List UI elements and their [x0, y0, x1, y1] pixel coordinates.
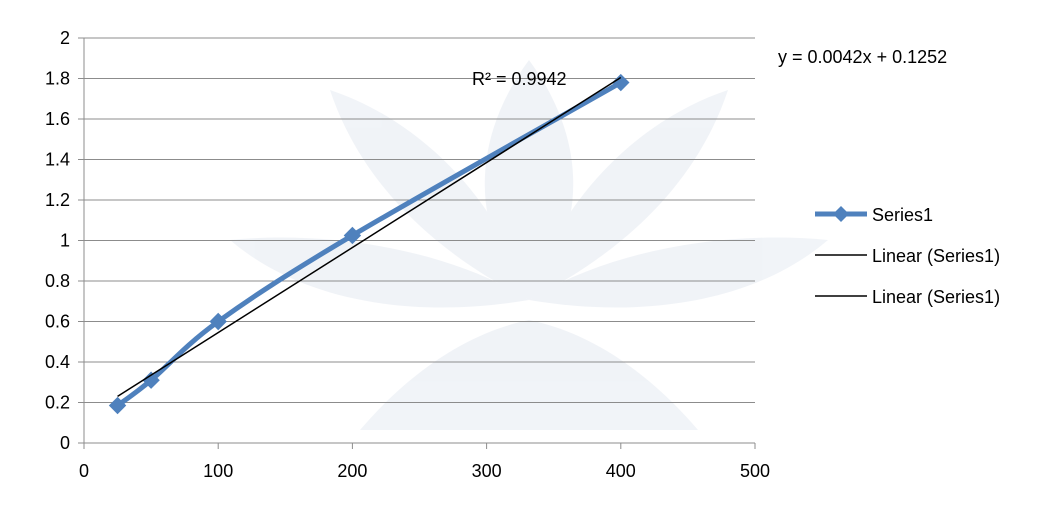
axes — [78, 37, 756, 449]
x-tick-label: 200 — [337, 461, 367, 481]
legend-label: Series1 — [872, 205, 933, 225]
legend: Series1 Linear (Series1) Linear (Series1) — [815, 205, 1000, 307]
trendline-equation-label: y = 0.0042x + 0.1252 — [778, 47, 947, 67]
y-tick-label: 1.4 — [45, 150, 70, 170]
legend-marker-diamond — [833, 206, 849, 222]
legend-label: Linear (Series1) — [872, 246, 1000, 266]
watermark-logo — [230, 60, 828, 430]
data-point-marker — [142, 371, 160, 389]
y-tick-label: 0.4 — [45, 352, 70, 372]
y-tick-label: 0.6 — [45, 312, 70, 332]
x-axis-tick-labels: 0 100 200 300 400 500 — [79, 461, 770, 481]
legend-item: Linear (Series1) — [815, 246, 1000, 266]
y-tick-label: 2 — [60, 28, 70, 48]
annotation-layer: y = 0.0042x + 0.1252 R² = 0.9942 — [472, 47, 947, 89]
y-tick-label: 0 — [60, 433, 70, 453]
x-tick-label: 100 — [203, 461, 233, 481]
data-point-marker — [612, 73, 630, 92]
data-point-marker — [108, 396, 127, 415]
y-tick-label: 1 — [60, 231, 70, 251]
legend-label: Linear (Series1) — [872, 287, 1000, 307]
data-point-marker — [343, 226, 362, 245]
legend-item: Linear (Series1) — [815, 287, 1000, 307]
y-axis-tick-labels: 0 0.2 0.4 0.6 0.8 1 1.2 1.4 1.6 1.8 2 — [45, 28, 70, 453]
linear-trendline — [117, 76, 622, 398]
x-tick-label: 0 — [79, 461, 89, 481]
legend-item: Series1 — [815, 205, 933, 225]
y-tick-label: 1.6 — [45, 109, 70, 129]
y-tick-label: 1.2 — [45, 190, 70, 210]
grid-lines — [84, 37, 755, 444]
r-squared-label: R² = 0.9942 — [472, 69, 567, 89]
y-tick-label: 0.8 — [45, 271, 70, 291]
trendline-layer — [117, 76, 622, 398]
x-tick-label: 400 — [606, 461, 636, 481]
data-point-marker — [209, 312, 227, 331]
series-layer — [108, 73, 630, 415]
y-tick-label: 1.8 — [45, 69, 70, 89]
x-tick-label: 500 — [740, 461, 770, 481]
x-tick-label: 300 — [472, 461, 502, 481]
y-tick-label: 0.2 — [45, 393, 70, 413]
